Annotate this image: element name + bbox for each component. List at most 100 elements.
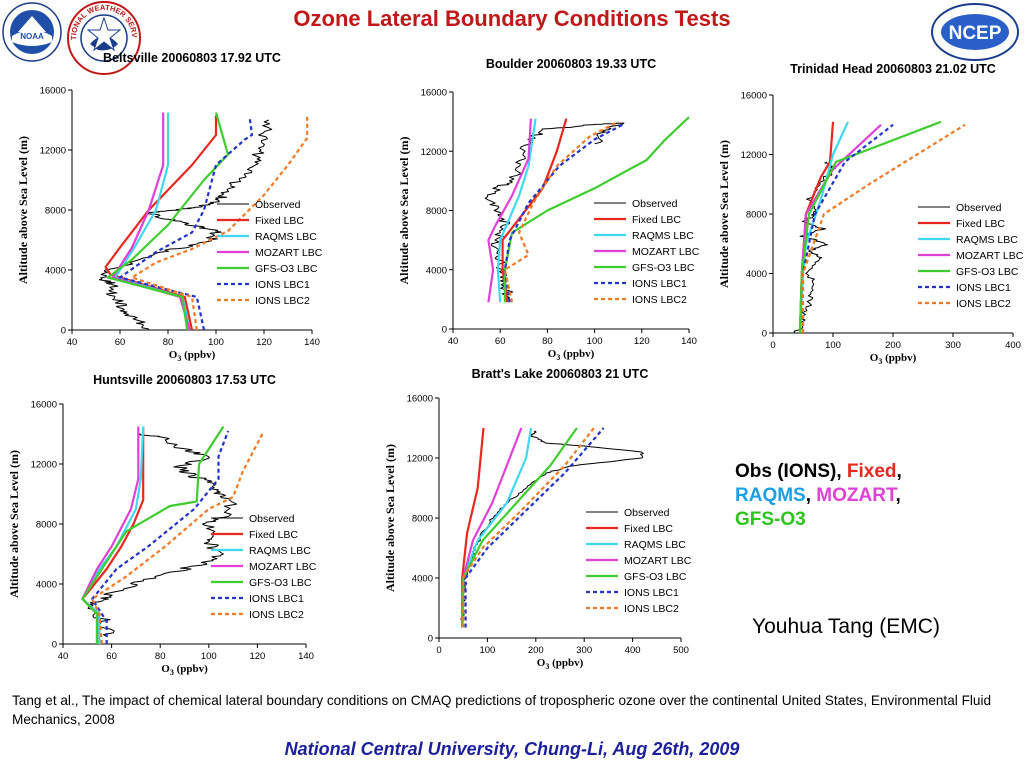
legend-label: RAQMS LBC	[632, 230, 694, 242]
legend-label: IONS LBC1	[255, 279, 310, 291]
series-line-gfs	[798, 120, 942, 334]
y-tick-label: 0	[442, 325, 447, 336]
series-line-fixed	[81, 426, 145, 644]
x-tick-label: 300	[945, 340, 961, 351]
summary-fixed: Fixed	[846, 461, 897, 482]
x-tick-label: 500	[673, 645, 689, 656]
series-line-ions2	[91, 433, 264, 645]
series-line-ions1	[91, 430, 230, 644]
y-tick-label: 8000	[426, 206, 447, 217]
ncep-logo-text: NCEP	[949, 23, 1002, 44]
legend-label: Observed	[632, 198, 678, 210]
x-axis-label: O3 (ppbv)	[169, 349, 216, 363]
legend-label: RAQMS LBC	[255, 231, 317, 243]
legend-label: MOZART LBC	[249, 561, 317, 573]
legend-label: Fixed LBC	[956, 218, 1005, 230]
y-tick-label: 4000	[45, 266, 66, 277]
y-tick-label: 4000	[746, 269, 767, 280]
summary-raqms: RAQMS	[735, 485, 806, 506]
y-tick-label: 8000	[36, 520, 57, 531]
y-tick-label: 4000	[412, 574, 433, 585]
y-tick-label: 0	[61, 326, 66, 337]
legend-label: Fixed LBC	[632, 214, 681, 226]
legend-label: RAQMS LBC	[956, 234, 1018, 246]
legend-label: RAQMS LBC	[249, 545, 311, 557]
summary-gfs: GFS-O3	[735, 509, 806, 530]
series-line-ions2	[462, 427, 595, 628]
y-axis-label: Altitude above Sea Level (m)	[383, 444, 397, 592]
x-tick-label: 40	[58, 651, 69, 662]
y-tick-label: 4000	[426, 265, 447, 276]
legend-label: IONS LBC2	[624, 603, 679, 615]
chart-beltsville: Beltsville 20060803 17.92 UTC 40 60 80 100 12…	[16, 51, 323, 363]
x-tick-label: 200	[528, 645, 544, 656]
x-tick-label: 120	[249, 651, 265, 662]
x-tick-label: 400	[1005, 340, 1021, 351]
chart-title: Beltsville 20060803 17.92 UTC	[103, 51, 281, 65]
y-tick-label: 12000	[31, 460, 57, 471]
x-tick-label: 100	[201, 651, 217, 662]
legend-label: GFS-O3 LBC	[255, 263, 318, 275]
series-line-ions2	[801, 123, 966, 333]
y-axis-label: Altitude above Sea Level (m)	[7, 450, 21, 598]
legend-label: Observed	[249, 513, 295, 525]
ncep-logo: NCEP	[930, 2, 1020, 62]
nws-logo: NATIONAL WEATHER SERVICE	[63, 0, 142, 76]
y-tick-label: 8000	[412, 514, 433, 525]
series-line-mozart	[81, 426, 140, 644]
legend-label: Fixed LBC	[249, 529, 298, 541]
chart-title: Boulder 20060803 19.33 UTC	[486, 57, 656, 71]
chart-boulder: Boulder 20060803 19.33 UTC 40 60 80 100 120 14…	[397, 57, 700, 362]
series-line-gfs	[461, 427, 578, 628]
y-tick-label: 8000	[746, 210, 767, 221]
legend-label: GFS-O3 LBC	[632, 262, 695, 274]
chart-title: Huntsville 20060803 17.53 UTC	[93, 373, 276, 387]
x-tick-label: 60	[495, 336, 506, 347]
x-tick-label: 60	[106, 651, 117, 662]
citation: Tang et al., The impact of chemical late…	[12, 693, 992, 727]
summary-mozart: MOZART	[816, 485, 896, 506]
page-title: Ozone Lateral Boundary Conditions Tests	[293, 6, 731, 31]
y-tick-label: 16000	[741, 91, 767, 102]
x-axis-label: O3 (ppbv)	[870, 352, 917, 366]
x-tick-label: 100	[208, 337, 224, 348]
y-axis-label: Altitude above Sea Level (m)	[397, 137, 411, 285]
y-tick-label: 4000	[36, 580, 57, 591]
x-axis-label: O3 (ppbv)	[548, 348, 595, 362]
series-line-observed	[98, 119, 273, 331]
legend-label: Fixed LBC	[255, 215, 304, 227]
x-tick-label: 300	[576, 645, 592, 656]
x-tick-label: 80	[542, 336, 553, 347]
summary-text: Obs (IONS), Fixed, RAQMS, MOZART, GFS-O3	[735, 461, 902, 530]
legend-label: IONS LBC2	[956, 298, 1011, 310]
series-line-observed	[484, 122, 625, 300]
x-tick-label: 80	[163, 337, 174, 348]
legend-label: IONS LBC2	[255, 295, 310, 307]
series-line-ions1	[118, 116, 254, 331]
x-tick-label: 140	[298, 651, 314, 662]
legend-label: GFS-O3 LBC	[956, 266, 1019, 278]
x-tick-label: 0	[770, 340, 775, 351]
x-tick-label: 140	[681, 336, 697, 347]
x-tick-label: 100	[479, 645, 495, 656]
y-tick-label: 8000	[45, 206, 66, 217]
author: Youhua Tang (EMC)	[752, 615, 940, 638]
x-tick-label: 120	[634, 336, 650, 347]
x-tick-label: 140	[304, 337, 320, 348]
y-tick-label: 0	[762, 329, 767, 340]
x-tick-label: 40	[448, 336, 459, 347]
legend-label: MOZART LBC	[255, 247, 323, 259]
noaa-logo: NOAA	[2, 2, 62, 62]
x-axis-label: O3 (ppbv)	[161, 663, 208, 677]
legend-label: Observed	[624, 507, 670, 519]
legend-label: MOZART LBC	[624, 555, 692, 567]
series-line-ions1	[464, 427, 605, 628]
legend-label: IONS LBC1	[956, 282, 1011, 294]
series-line-gfs	[81, 425, 225, 644]
y-tick-label: 12000	[421, 147, 447, 158]
series-line-mozart	[461, 427, 523, 628]
y-tick-label: 16000	[407, 394, 433, 405]
chart-title: Bratt's Lake 20060803 21 UTC	[472, 367, 649, 381]
legend-label: GFS-O3 LBC	[249, 577, 312, 589]
x-axis-label: O3 (ppbv)	[537, 657, 584, 671]
